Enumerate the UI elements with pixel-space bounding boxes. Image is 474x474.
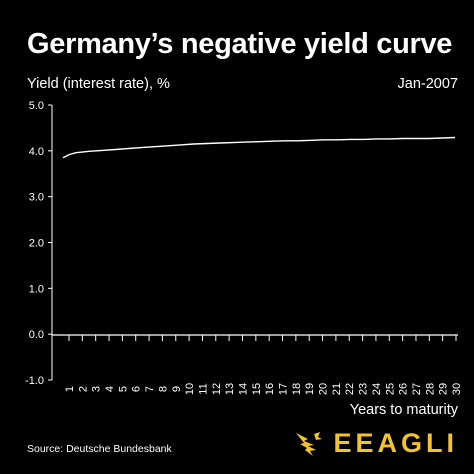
eagle-icon xyxy=(296,431,323,456)
x-tick-label: 2 xyxy=(77,386,89,392)
x-tick-label: 27 xyxy=(411,383,423,395)
x-tick-label: 28 xyxy=(424,383,436,395)
x-tick-label: 15 xyxy=(251,383,263,395)
y-tick-label: 0.0 xyxy=(29,329,44,341)
source-note: Source: Deutsche Bundesbank xyxy=(27,443,172,455)
x-tick-label: 21 xyxy=(331,383,343,395)
x-tick-label: 25 xyxy=(384,383,396,395)
x-tick-label: 23 xyxy=(358,383,370,395)
y-tick-label: 1.0 xyxy=(29,283,44,295)
y-tick-label: 4.0 xyxy=(29,146,44,158)
x-tick-label: 7 xyxy=(144,386,156,392)
brand-logo: EEAGLI xyxy=(294,428,458,459)
x-tick-label: 1 xyxy=(64,386,76,392)
x-tick-label: 22 xyxy=(344,383,356,395)
x-tick-label: 20 xyxy=(318,383,330,395)
x-tick-label: 6 xyxy=(131,386,143,392)
x-tick-label: 10 xyxy=(184,383,196,395)
x-tick-label: 24 xyxy=(371,383,383,395)
y-tick-label: 5.0 xyxy=(29,100,44,112)
y-tick-label: 2.0 xyxy=(29,238,44,250)
yield-curve-line xyxy=(62,136,456,159)
brand-name: EEAGLI xyxy=(333,428,458,458)
x-axis-label: Years to maturity xyxy=(349,402,458,418)
x-tick-label: 8 xyxy=(157,386,169,392)
x-tick-label: 11 xyxy=(197,383,209,394)
x-tick-label: 5 xyxy=(117,386,129,392)
chart-title: Germany’s negative yield curve xyxy=(27,28,453,60)
y-tick-label: -1.0 xyxy=(25,375,44,387)
x-tick-label: 9 xyxy=(171,386,183,392)
x-tick-label: 12 xyxy=(211,383,223,395)
y-tick-label: 3.0 xyxy=(29,192,44,204)
x-tick-label: 18 xyxy=(291,383,303,395)
x-tick-label: 17 xyxy=(278,383,290,395)
x-tick-label: 14 xyxy=(237,383,249,395)
date-label: Jan-2007 xyxy=(397,76,458,92)
x-tick-label: 16 xyxy=(264,383,276,395)
x-tick-label: 13 xyxy=(224,383,236,395)
x-tick-label: 26 xyxy=(398,383,410,395)
x-tick-label: 3 xyxy=(91,386,103,392)
y-axis-label: Yield (interest rate), % xyxy=(27,76,170,92)
x-tick-label: 30 xyxy=(451,383,463,395)
x-tick-label: 19 xyxy=(304,383,316,395)
x-tick-label: 4 xyxy=(104,386,116,392)
x-tick-label: 29 xyxy=(438,383,450,395)
